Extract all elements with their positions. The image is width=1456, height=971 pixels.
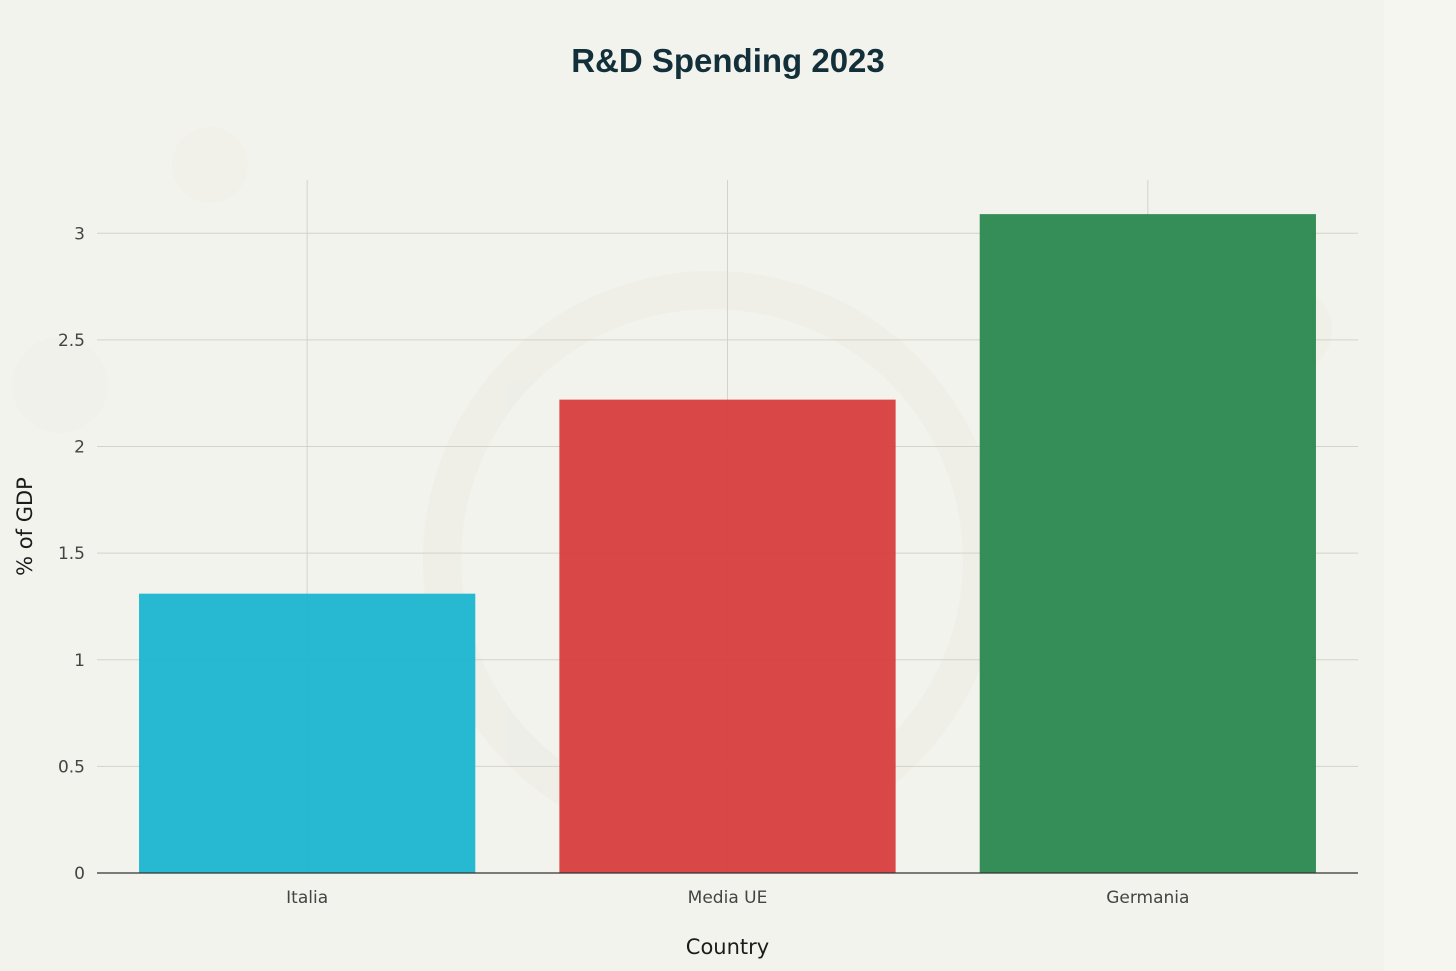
x-tick-label: Italia xyxy=(286,888,328,908)
y-tick-label: 0 xyxy=(74,864,85,884)
bar-media-ue xyxy=(559,399,896,873)
bar-germania xyxy=(979,214,1316,873)
x-axis-ticks: Italia Media UE Germania xyxy=(286,888,1189,908)
bar-italia xyxy=(139,593,476,873)
x-tick-label: Germania xyxy=(1106,888,1189,908)
y-tick-label: 2.5 xyxy=(58,331,85,351)
y-tick-label: 0.5 xyxy=(58,757,85,777)
x-axis-title: Country xyxy=(686,935,769,959)
y-tick-label: 1 xyxy=(74,651,85,671)
y-tick-label: 3 xyxy=(74,224,85,244)
bars-group xyxy=(139,214,1316,873)
y-tick-label: 2 xyxy=(74,438,85,458)
right-margin-strip xyxy=(1384,0,1456,971)
x-tick-label: Media UE xyxy=(688,888,768,908)
y-tick-label: 1.5 xyxy=(58,544,85,564)
y-axis-title: % of GDP xyxy=(13,477,37,576)
y-axis-ticks: 0 0.5 1 1.5 2 2.5 3 xyxy=(58,224,85,884)
chart-title: R&D Spending 2023 xyxy=(571,42,885,79)
